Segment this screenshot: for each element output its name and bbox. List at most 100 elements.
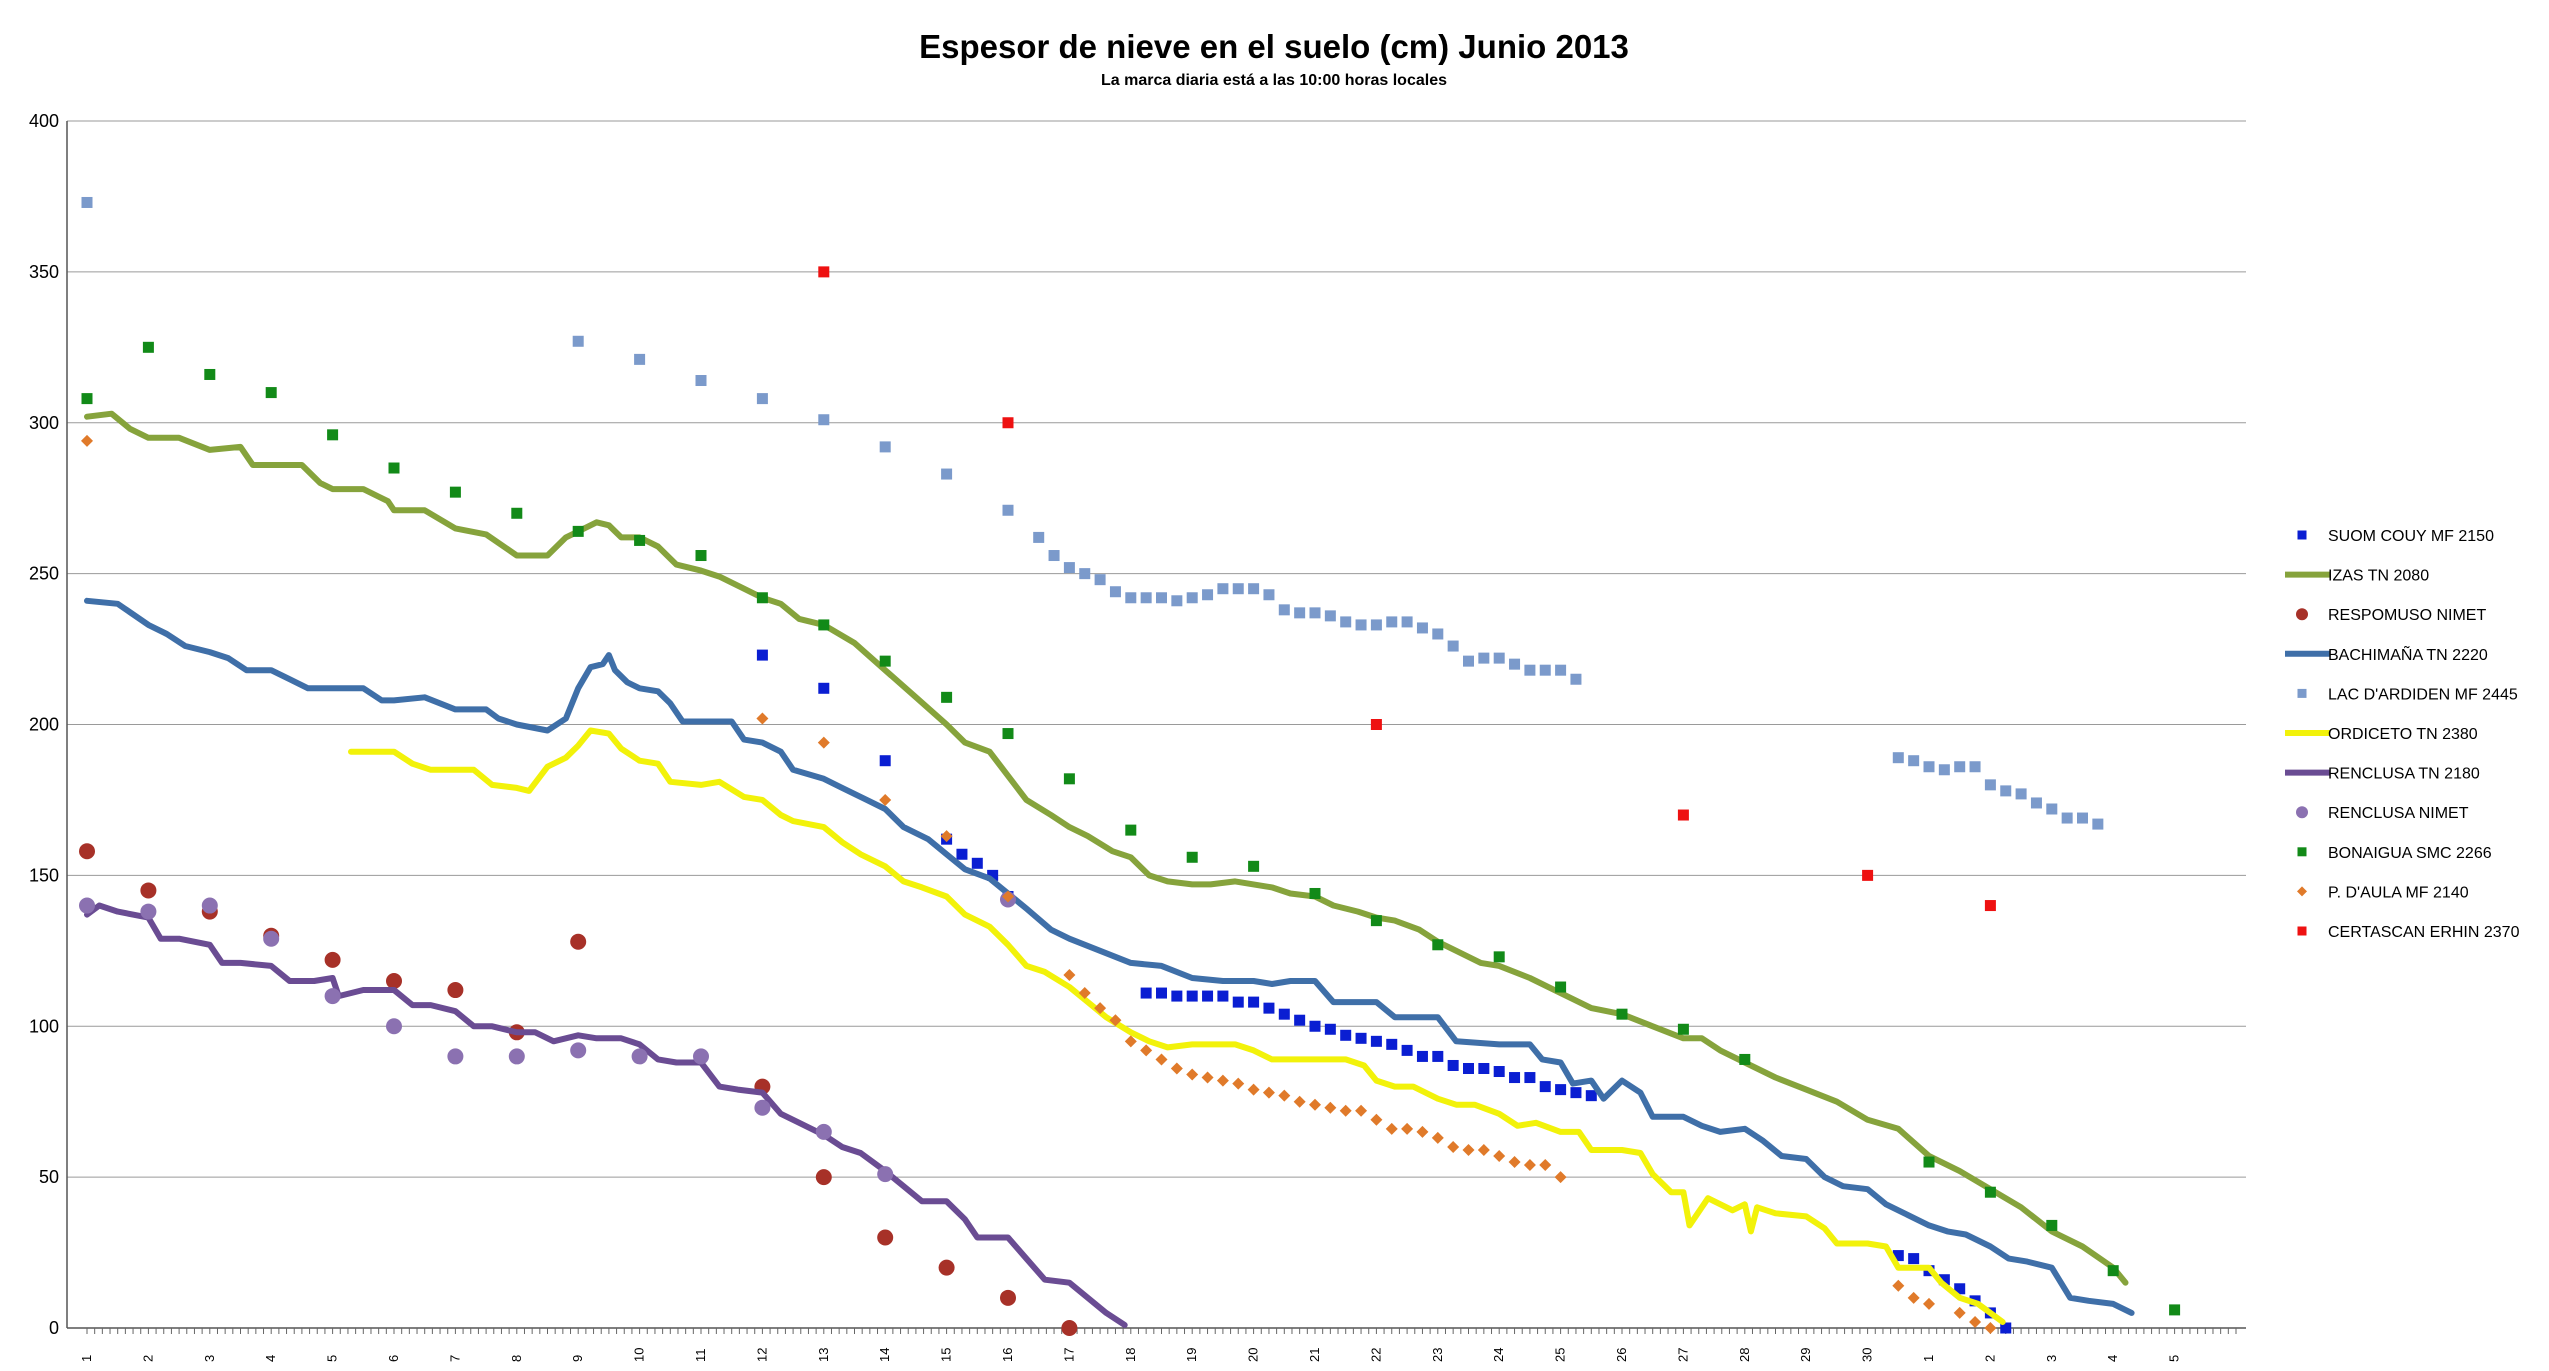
data-point-square	[1248, 860, 1260, 872]
data-point-square	[1156, 592, 1167, 604]
x-tick-label: 12	[754, 1348, 769, 1362]
legend-item: P. D'AULA MF 2140	[2297, 884, 2469, 901]
data-point-square	[1570, 673, 1582, 685]
x-tick-label: 20	[1246, 1348, 1261, 1362]
data-point-square	[1263, 1002, 1275, 1014]
x-tick-label: 17	[1061, 1348, 1076, 1362]
data-point-square	[1908, 755, 1920, 767]
data-point-square	[1463, 1062, 1474, 1074]
x-tick-label: 18	[1123, 1348, 1138, 1362]
data-point-diamond	[1892, 1279, 1905, 1292]
data-point-circle	[201, 897, 218, 914]
data-point-square	[1324, 1023, 1336, 1035]
legend-item: IZAS TN 2080	[2285, 568, 2429, 585]
data-point-square	[2046, 1219, 2058, 1231]
series-line	[84, 902, 1128, 1328]
legend-item: BONAIGUA SMC 2266	[2297, 845, 2492, 862]
data-point-square	[1079, 568, 1091, 580]
data-point-diamond	[1523, 1159, 1536, 1172]
x-tick-label: 9	[570, 1355, 585, 1362]
data-point-square	[2015, 788, 2027, 800]
data-point-square	[1570, 1087, 1582, 1099]
data-point-square	[1171, 595, 1183, 607]
data-point-square	[1938, 1274, 1950, 1286]
data-point-square	[2046, 803, 2058, 815]
data-point-square	[1908, 1253, 1920, 1265]
data-point-diamond	[1907, 1291, 1920, 1304]
data-point-diamond	[1401, 1122, 1414, 1135]
data-point-square	[1125, 824, 1137, 836]
data-point-diamond	[1293, 1095, 1306, 1108]
data-point-square	[956, 848, 968, 860]
data-point-square	[1370, 915, 1382, 927]
data-point-circle	[140, 882, 157, 899]
data-point-diamond	[81, 434, 93, 447]
data-point-diamond	[1155, 1053, 1168, 1066]
x-tick-label: 28	[1737, 1348, 1752, 1362]
data-point-diamond	[1124, 1035, 1137, 1048]
data-point-circle	[938, 1259, 955, 1276]
data-point-square	[1401, 1044, 1413, 1056]
y-tick-label: 300	[29, 413, 59, 433]
data-point-square	[1616, 1008, 1628, 1020]
data-point-diamond	[1170, 1062, 1183, 1075]
data-point-square	[1677, 809, 1689, 821]
data-point-square	[1002, 417, 1014, 429]
legend-swatch-diamond	[2297, 886, 2307, 897]
data-point-diamond	[756, 712, 769, 725]
legend-swatch-square	[2297, 926, 2307, 936]
data-point-square	[634, 353, 646, 365]
data-point-square	[1309, 1020, 1321, 1032]
data-point-square	[941, 691, 953, 703]
data-point-diamond	[1508, 1156, 1521, 1169]
data-point-diamond	[1216, 1074, 1229, 1087]
data-point-diamond	[1385, 1122, 1398, 1135]
data-point-diamond	[1953, 1306, 1966, 1319]
data-point-square	[1954, 761, 1966, 773]
data-point-square	[1509, 1072, 1521, 1084]
data-point-circle	[386, 972, 402, 989]
data-point-square	[2092, 818, 2104, 830]
data-point-square	[449, 486, 461, 498]
series-p-d-aula-mf-2140	[81, 434, 1997, 1334]
data-point-square	[142, 341, 154, 353]
legend-label: RENCLUSA TN 2180	[2328, 766, 2480, 783]
data-point-circle	[877, 1166, 894, 1183]
data-point-square	[81, 196, 93, 208]
data-point-square	[1539, 664, 1551, 676]
data-point-square	[2107, 1265, 2119, 1277]
data-point-diamond	[1493, 1150, 1506, 1163]
data-point-square	[756, 393, 768, 405]
data-point-square	[756, 592, 768, 604]
data-point-circle	[815, 1169, 832, 1186]
data-point-diamond	[1984, 1322, 1997, 1334]
y-tick-label: 100	[29, 1016, 59, 1036]
data-point-square	[941, 468, 953, 480]
y-tick-label: 350	[29, 262, 59, 282]
data-point-square	[1984, 779, 1996, 791]
data-point-square	[1954, 1283, 1966, 1295]
data-point-square	[818, 266, 830, 278]
data-point-diamond	[1002, 890, 1014, 903]
data-point-square	[1555, 664, 1567, 676]
data-point-square	[1355, 1032, 1367, 1044]
data-point-diamond	[1324, 1101, 1337, 1114]
data-point-square	[695, 550, 707, 562]
data-point-square	[1340, 616, 1352, 628]
data-point-circle	[79, 843, 95, 860]
chart-title: Espesor de nieve en el suelo (cm) Junio …	[919, 28, 1629, 65]
data-point-circle	[324, 951, 341, 968]
data-point-square	[695, 375, 707, 387]
data-point-diamond	[1232, 1077, 1245, 1090]
legend-label: SUOM COUY MF 2150	[2328, 528, 2494, 545]
legend-label: BACHIMAÑA TN 2220	[2328, 644, 2488, 664]
data-point-square	[1309, 607, 1321, 619]
x-tick-label: 6	[386, 1355, 401, 1362]
legend-item: BACHIMAÑA TN 2220	[2285, 644, 2488, 664]
x-tick-label: 1	[1921, 1355, 1936, 1362]
data-point-square	[1386, 616, 1398, 628]
data-point-square	[818, 414, 830, 426]
data-point-square	[1140, 592, 1152, 604]
